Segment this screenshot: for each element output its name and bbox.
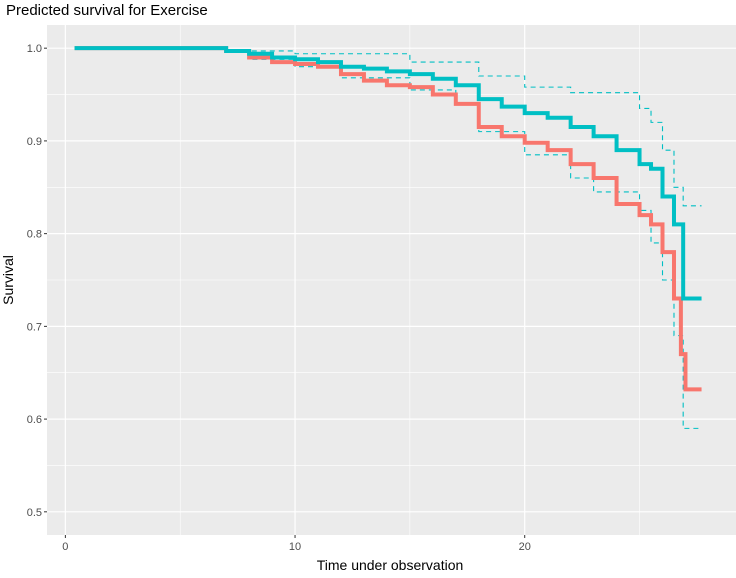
series-line-group-1 [74, 46, 702, 392]
series-line-lower-ci [74, 47, 702, 429]
y-tick-label: 0.5 [27, 507, 42, 519]
y-tick-label: 0.7 [27, 321, 42, 333]
x-tick-label: 0 [62, 541, 68, 553]
y-tick-label: 0.9 [27, 136, 42, 148]
y-axis-label: Survival [0, 255, 16, 305]
y-tick-label: 1.0 [27, 43, 42, 55]
y-tick-label: 0.6 [27, 414, 42, 426]
x-axis-label: Time under observation [317, 557, 464, 573]
x-tick-label: 20 [519, 541, 531, 553]
series-line-group-2 [74, 46, 702, 301]
chart-title: Predicted survival for Exercise [6, 2, 208, 19]
y-tick-label: 0.8 [27, 229, 42, 241]
x-tick-label: 10 [289, 541, 301, 553]
series-line-upper-ci [74, 47, 702, 207]
